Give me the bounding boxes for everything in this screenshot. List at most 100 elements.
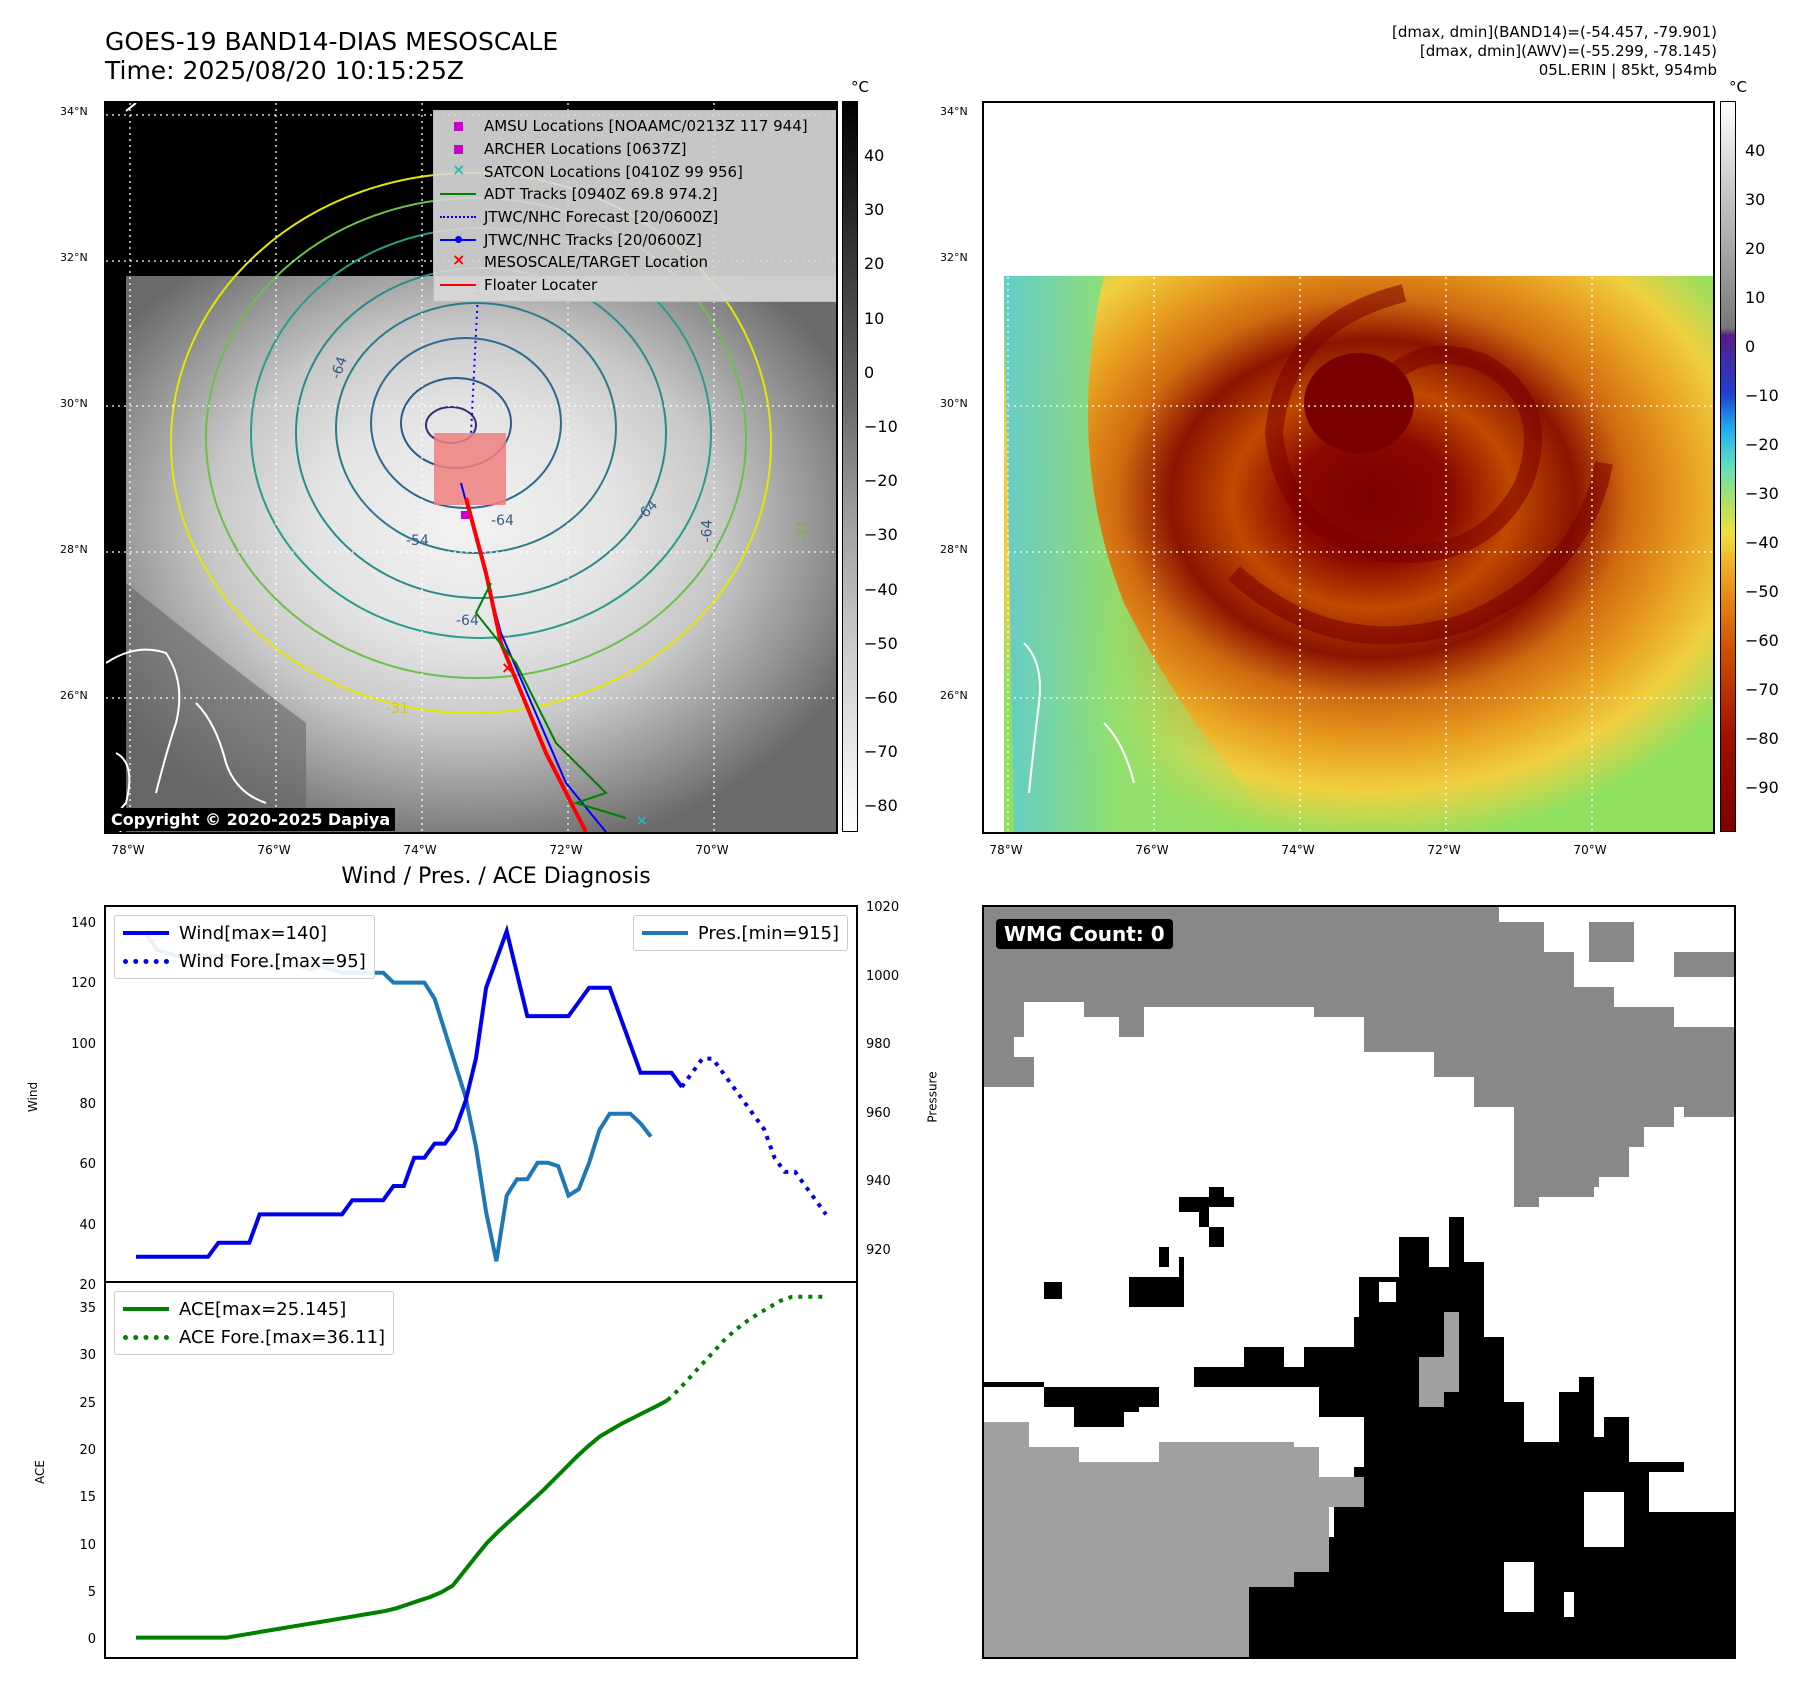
axis-tick: 980 [866, 1037, 891, 1052]
colorbar-tick: −60 [864, 688, 898, 707]
wind-legend: Wind[max=140] Wind Fore.[max=95] [114, 915, 375, 979]
lat-tick: 28°N [60, 543, 88, 556]
lat-tick: 34°N [60, 105, 88, 118]
colorbar-tick: 20 [1745, 239, 1766, 258]
ace-panel: ACE[max=25.145] ACE Fore.[max=36.11] [104, 1281, 858, 1659]
contour-label: -64 [699, 519, 716, 543]
info-line-3: 05L.ERIN | 85kt, 954mb [1538, 61, 1717, 79]
colorbar-left [842, 101, 858, 832]
colorbar-unit-right: °C [1729, 78, 1747, 96]
title-line-2: Time: 2025/08/20 10:15:25Z [105, 56, 464, 85]
band14-map: × × -64 -64 -64 -54 -64 -64 -31 -31 Copy… [104, 101, 838, 834]
ace-line [136, 1398, 669, 1640]
colorbar-tick: 10 [1745, 288, 1766, 307]
lon-tick: 70°W [695, 843, 729, 857]
amsu-marker [461, 511, 469, 519]
axis-tick: 960 [866, 1105, 891, 1121]
lon-tick: 78°W [111, 843, 145, 857]
axis-tick: 15 [79, 1490, 96, 1506]
axis-tick: 60 [79, 1157, 96, 1173]
ace-plot [136, 1294, 826, 1640]
pres-legend: Pres.[min=915] [632, 915, 848, 951]
legend-pres: Pres.[min=915] [641, 919, 839, 947]
awv-map-svg [984, 103, 1713, 832]
axis-tick: 1020 [866, 900, 900, 915]
legend-wind-fore: Wind Fore.[max=95] [123, 947, 366, 975]
legend-satcon: × SATCON Locations [0410Z 99 956] [452, 159, 743, 181]
colorbar-tick: −40 [864, 579, 898, 599]
contour-label: -64 [328, 354, 351, 382]
axis-tick: 40 [79, 1217, 96, 1233]
lat-tick-right: 30°N [940, 397, 968, 410]
axis-tick: 20 [79, 1277, 96, 1293]
colorbar-tick: −10 [1745, 386, 1779, 405]
axis-tick: 940 [866, 1174, 891, 1189]
colorbar-tick: 10 [864, 308, 885, 328]
diagnosis-title: Wind / Pres. / ACE Diagnosis [341, 864, 651, 889]
lat-tick-right: 32°N [940, 251, 968, 264]
contour-label: -31 [386, 701, 409, 717]
colorbar-tick: −70 [1745, 680, 1779, 699]
colorbar-tick: −90 [1745, 778, 1779, 797]
contour-label-layer: -64 -64 -64 -54 -64 -64 -31 -31 [106, 103, 836, 832]
wmg-gray-upper [984, 907, 1734, 1207]
contour-label: -64 [456, 613, 479, 629]
dmax-info: [dmax, dmin](BAND14)=(-54.457, -79.901) … [1392, 23, 1717, 80]
lon-tick: 72°W [549, 843, 583, 857]
copyright-label: Copyright © 2020-2025 Dapiya [106, 808, 396, 831]
ace-ylabel: ACE [32, 1460, 47, 1484]
awv-grid [984, 103, 1713, 832]
axis-tick: 5 [87, 1584, 96, 1600]
colorbar-right [1720, 101, 1736, 832]
colorbar-tick: −60 [1745, 631, 1779, 650]
axis-tick: 0 [87, 1632, 96, 1648]
wmg-white-holes [1354, 1107, 1684, 1617]
contour-label: -31 [795, 519, 812, 543]
colorbar-tick: −80 [864, 796, 898, 816]
lon-tick: 74°W [403, 843, 437, 857]
lat-tick-right: 28°N [940, 543, 968, 556]
awv-map [982, 101, 1715, 834]
axis-tick: 140 [71, 916, 96, 931]
colorbar-tick: 30 [1745, 190, 1766, 209]
colorbar-tick: 0 [1745, 337, 1756, 356]
lat-tick: 32°N [60, 251, 88, 264]
legend-nhc-tracks: JTWC/NHC Tracks [20/0600Z] [440, 228, 830, 251]
wmg-pale-lower [984, 1312, 1459, 1657]
axis-tick: 30 [79, 1348, 96, 1364]
axis-tick: 20 [79, 1442, 96, 1458]
colorbar-tick: 0 [864, 362, 875, 382]
info-line-1: [dmax, dmin](BAND14)=(-54.457, -79.901) [1392, 23, 1717, 41]
pressure-line [136, 931, 653, 1262]
colorbar-tick: −50 [864, 633, 898, 653]
colorbar-tick: −30 [1745, 484, 1779, 503]
axis-tick: 100 [71, 1036, 96, 1052]
lat-tick-right: 26°N [940, 689, 968, 702]
legend-ace: ACE[max=25.145] [123, 1295, 385, 1323]
lat-tick: 26°N [60, 689, 88, 702]
legend-floater: Floater Locater [440, 274, 830, 297]
wind-ylabel: Wind [26, 1081, 41, 1113]
ace-forecast-line [666, 1294, 826, 1402]
awv-coastlines [1023, 642, 1135, 794]
wind-pressure-panel: Wind[max=140] Wind Fore.[max=95] Pres.[m… [104, 905, 858, 1283]
axis-tick: 25 [79, 1395, 96, 1411]
colorbar-tick: 40 [864, 146, 885, 165]
lon-tick-right: 78°W [989, 843, 1023, 857]
map-legend: AMSU Locations [NOAAMC/0213Z 117 944] AR… [433, 110, 836, 302]
legend-forecast: JTWC/NHC Forecast [20/0600Z] [440, 206, 830, 229]
colorbar-tick: 30 [864, 200, 885, 220]
lon-tick-right: 76°W [1135, 843, 1169, 857]
axis-tick: 1000 [866, 968, 900, 984]
colorbar-tick: −30 [864, 525, 898, 545]
colorbar-tick: 40 [1745, 141, 1766, 160]
axis-tick: 10 [79, 1537, 96, 1553]
contours [170, 172, 772, 714]
axis-tick: 120 [71, 976, 96, 992]
legend-archer: ARCHER Locations [0637Z] [440, 138, 830, 161]
info-line-2: [dmax, dmin](AWV)=(-55.299, -78.145) [1419, 42, 1717, 60]
wind-line [136, 924, 684, 1259]
lat-tick: 30°N [60, 397, 88, 410]
wmg-panel: WMG Count: 0 [982, 905, 1736, 1659]
legend-ace-fore: ACE Fore.[max=36.11] [123, 1323, 385, 1351]
